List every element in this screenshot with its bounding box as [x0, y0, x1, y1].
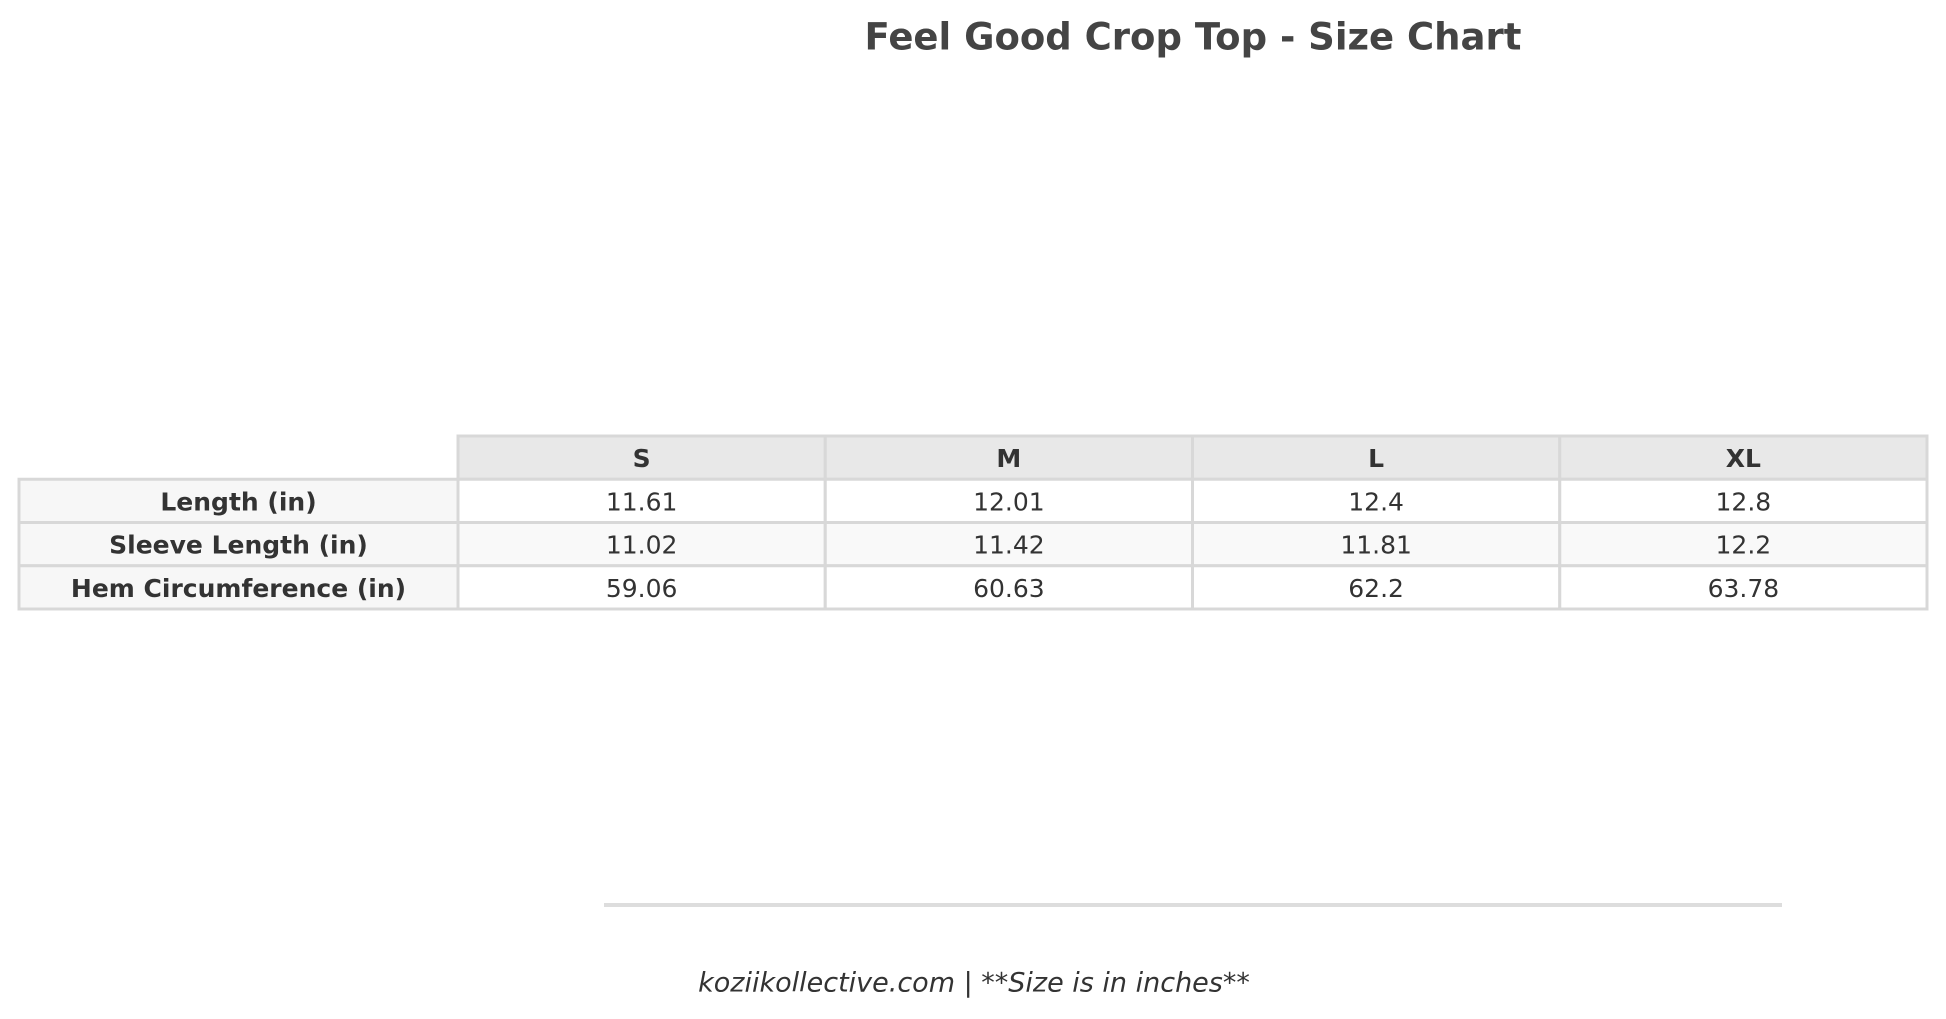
data-cell	[1191, 477, 1562, 524]
data-cell-text: 11.81	[1340, 531, 1412, 560]
data-cell-text: 12.4	[1348, 487, 1404, 516]
header-cell-text: XL	[1726, 444, 1761, 473]
data-cell-text: 11.61	[606, 487, 678, 516]
data-cell-text: 11.02	[606, 531, 678, 560]
data-cell-text: 11.42	[973, 531, 1045, 560]
title: Feel Good Crop Top - Size Chart	[865, 16, 1522, 59]
data-cell-text: 59.06	[606, 574, 678, 603]
data-cell	[823, 564, 1194, 611]
row-label-cell-text: Hem Circumference (in)	[71, 574, 406, 603]
data-cell	[1558, 521, 1929, 568]
header-cell-text: L	[1368, 444, 1384, 473]
data-cell-text: 12.2	[1716, 531, 1772, 560]
row-label-cell	[17, 521, 460, 568]
data-cell-text: 63.78	[1708, 574, 1780, 603]
data-cell	[823, 521, 1194, 568]
data-cell-text: 60.63	[973, 574, 1045, 603]
size-table: S M L XL Length (in) 11.61 12.01 12.4 12.8 Sleeve…	[17, 434, 1929, 611]
header-cell-text: M	[996, 444, 1021, 473]
data-cell	[456, 564, 827, 611]
row-label-cell-text: Sleeve Length (in)	[109, 531, 368, 560]
data-cell-text: 12.01	[973, 487, 1045, 516]
data-cell	[456, 477, 827, 524]
data-cell-text: 12.8	[1716, 487, 1772, 516]
header-cell-text: S	[633, 444, 651, 473]
footer: koziikollective.com | **Size is in inche…	[698, 968, 1250, 999]
header-cell	[1558, 434, 1929, 481]
data-cell	[1558, 564, 1929, 611]
data-cell-text: 62.2	[1348, 574, 1404, 603]
row-label-cell-text: Length (in)	[160, 487, 316, 516]
